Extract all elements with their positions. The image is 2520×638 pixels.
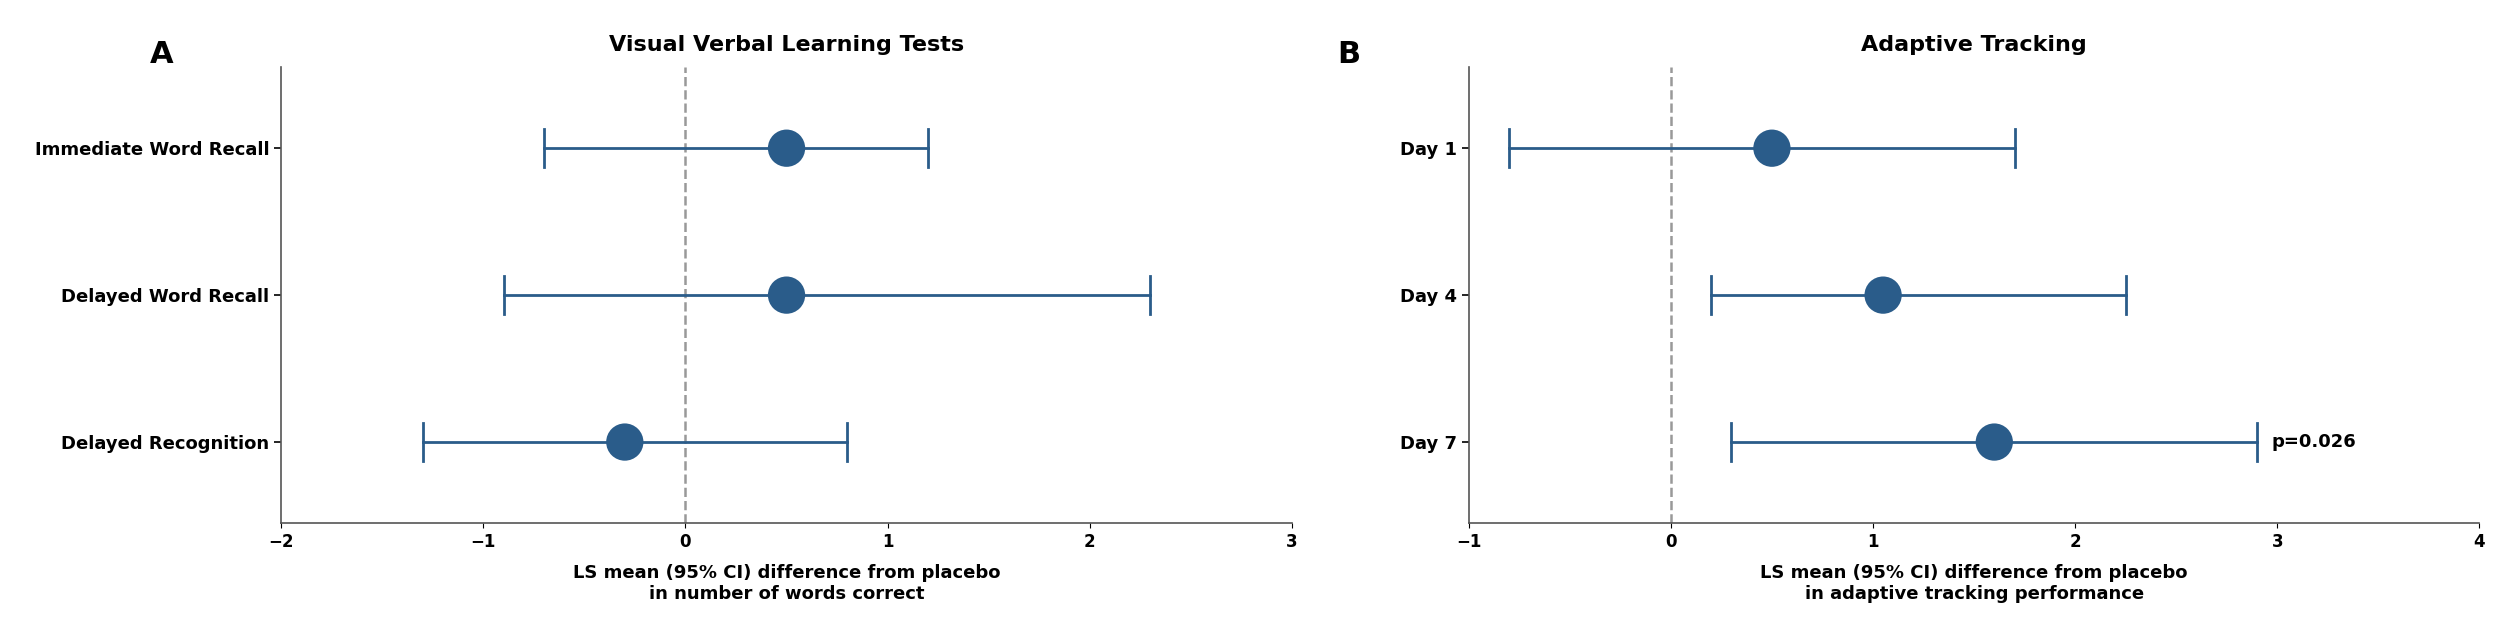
X-axis label: LS mean (95% CI) difference from placebo
in number of words correct: LS mean (95% CI) difference from placebo…: [572, 565, 1000, 604]
Text: A: A: [149, 40, 174, 69]
Point: [766, 290, 806, 300]
Text: p=0.026: p=0.026: [2271, 433, 2356, 451]
Point: [605, 437, 645, 447]
Point: [1973, 437, 2013, 447]
Point: [1751, 143, 1792, 153]
Text: B: B: [1338, 40, 1361, 69]
Title: Visual Verbal Learning Tests: Visual Verbal Learning Tests: [610, 34, 965, 55]
X-axis label: LS mean (95% CI) difference from placebo
in adaptive tracking performance: LS mean (95% CI) difference from placebo…: [1761, 565, 2187, 604]
Title: Adaptive Tracking: Adaptive Tracking: [1862, 34, 2087, 55]
Point: [766, 143, 806, 153]
Point: [1862, 290, 1903, 300]
